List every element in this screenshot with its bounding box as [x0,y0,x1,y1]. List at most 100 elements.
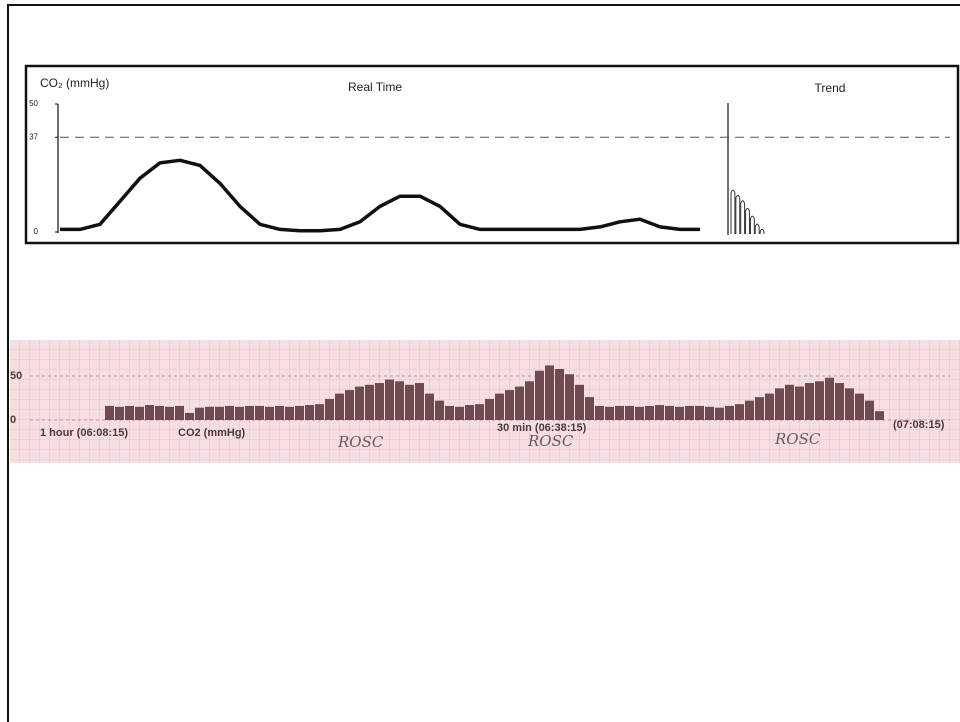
handwritten-note: ROSC [774,430,821,448]
strip-bar [255,406,264,420]
strip-bar [335,394,344,420]
strip-bar [195,408,204,420]
strip-bar [855,394,864,420]
strip-bar [795,387,804,420]
strip-bar [265,407,274,420]
strip-bar [355,387,364,420]
strip-bar [865,401,874,420]
strip-bar [225,406,234,420]
strip-bar [625,406,634,420]
strip-bar [685,406,694,420]
strip-bar [545,365,554,420]
y-tick-label: 50 [29,99,38,108]
trend-bar [750,216,754,234]
strip-bar [875,411,884,420]
strip-bar [325,399,334,420]
trend-bar [731,190,735,234]
strip-bar [475,404,484,420]
strip-bar [435,401,444,420]
strip-bar [535,371,544,420]
trend-title: Trend [815,81,846,95]
strip-bar [525,381,534,420]
strip-bar [725,406,734,420]
strip-bar [605,407,614,420]
strip-bar [425,394,434,420]
strip-bar [615,406,624,420]
strip-bar [135,407,144,420]
strip-bar [695,406,704,420]
handwritten-note: ROSC [527,432,574,450]
strip-bar [485,399,494,420]
strip-bar [145,405,154,420]
strip-bar [385,380,394,420]
strip-bar [275,406,284,420]
trend-bar [755,224,759,234]
strip-bar [235,407,244,420]
strip-bar [705,407,714,420]
strip-bar [765,394,774,420]
strip-bar [825,378,834,420]
strip-bar [445,406,454,420]
strip-bar [505,390,514,420]
strip-annotation: 1 hour (06:08:15) [40,427,128,439]
chart-title: Real Time [348,80,402,94]
strip-bar [595,406,604,420]
strip-bar [375,383,384,420]
strip-bar [755,397,764,420]
strip-bar [565,374,574,420]
trend-bar [736,196,740,235]
strip-bar [575,385,584,420]
strip-bar [655,405,664,420]
strip-bar [285,407,294,420]
strip-bar [365,385,374,420]
strip-bar [735,404,744,420]
strip-bar [745,401,754,420]
y-tick-label: 0 [10,414,16,426]
strip-bar [415,383,424,420]
trend-bar [760,229,764,234]
strip-bar [805,383,814,420]
slide: CO₂ (mmHg) Real Time Trend 1 hour (06:08… [0,0,960,722]
strip-bar [785,385,794,420]
strip-bar [305,405,314,420]
handwritten-note: ROSC [337,433,384,451]
strip-bar [715,408,724,420]
strip-bar [665,406,674,420]
strip-bar [675,407,684,420]
strip-bar [465,405,474,420]
strip-bar [645,406,654,420]
strip-bar [315,404,324,420]
strip-bar [345,390,354,420]
strip-bar [585,397,594,420]
y-tick-label: 37 [29,132,38,141]
strip-bar [125,406,134,420]
strip-bar [635,407,644,420]
strip-bar [815,381,824,420]
strip-label: CO2 (mmHg) [178,427,246,439]
strip-bar [395,381,404,420]
strip-bar [495,394,504,420]
strip-bar [215,407,224,420]
strip-bar [845,388,854,420]
y-tick-label: 0 [34,227,39,236]
strip-bar [515,387,524,420]
trend-bar [741,201,745,234]
strip-bar [455,407,464,420]
strip-bar [555,369,564,420]
y-axis-label: CO₂ (mmHg) [40,76,109,90]
y-tick-label: 50 [10,370,22,382]
strip-bar [105,406,114,420]
strip-bar [185,413,194,420]
strip-bar [295,406,304,420]
strip-bar [175,406,184,420]
strip-bar [155,406,164,420]
strip-bar [405,385,414,420]
strip-bar [245,406,254,420]
strip-bar [165,407,174,420]
strip-bar [775,388,784,420]
strip-bar [205,407,214,420]
trend-bar [746,209,750,235]
strip-bar [115,407,124,420]
strip-annotation: (07:08:15) [893,419,945,431]
strip-bar [835,383,844,420]
